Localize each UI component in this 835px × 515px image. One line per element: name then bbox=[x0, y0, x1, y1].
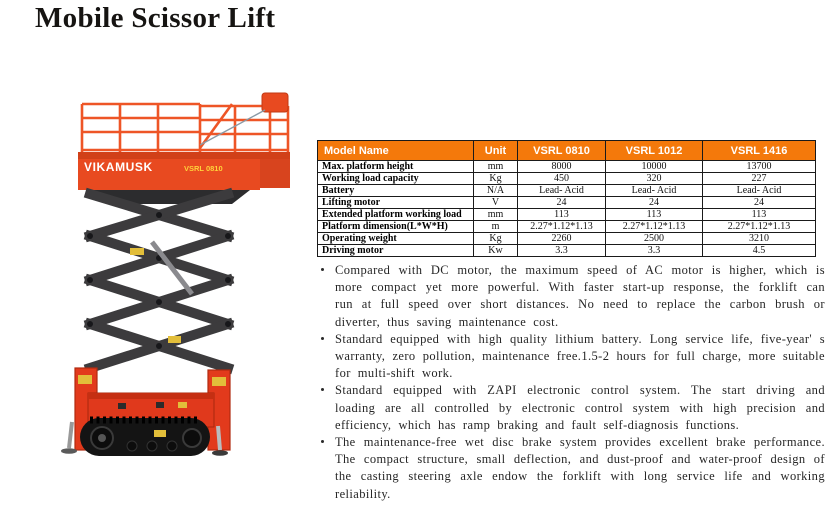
feature-list: Compared with DC motor, the maximum spee… bbox=[318, 262, 825, 503]
feature-text: Standard equipped with ZAPI electronic c… bbox=[335, 383, 825, 432]
spec-value: 2.27*1.12*1.13 bbox=[702, 220, 816, 233]
guardrail-cage bbox=[80, 102, 290, 152]
hydraulic-cylinder bbox=[150, 240, 194, 296]
spec-value: 8000 bbox=[517, 160, 606, 173]
col-header-model-name: Model Name bbox=[317, 140, 474, 161]
table-row: Driving motor Kw 3.3 3.3 4.5 bbox=[317, 244, 816, 257]
spec-name: Battery bbox=[317, 184, 474, 197]
spec-unit: Kg bbox=[473, 172, 518, 185]
spec-value: 13700 bbox=[702, 160, 816, 173]
spec-value: 113 bbox=[702, 208, 816, 221]
spec-unit: m bbox=[473, 220, 518, 233]
model-label: VSRL 0810 bbox=[184, 164, 223, 173]
col-header-vsrl-1416: VSRL 1416 bbox=[702, 140, 816, 161]
spec-name: Operating weight bbox=[317, 232, 474, 245]
spec-value: 3.3 bbox=[517, 244, 606, 257]
spec-unit: Kg bbox=[473, 232, 518, 245]
table-row: Operating weight Kg 2260 2500 3210 bbox=[317, 232, 816, 245]
control-box bbox=[261, 92, 289, 113]
brand-label: VIKAMUSK bbox=[84, 160, 153, 174]
spec-value: 3.3 bbox=[605, 244, 703, 257]
feature-text: The maintenance-free wet disc brake syst… bbox=[335, 435, 825, 501]
col-header-unit: Unit bbox=[473, 140, 518, 161]
spec-value: 24 bbox=[702, 196, 816, 209]
spec-value: 320 bbox=[605, 172, 703, 185]
list-item: Standard equipped with ZAPI electronic c… bbox=[318, 382, 825, 434]
spec-value: 227 bbox=[702, 172, 816, 185]
spec-name: Extended platform working load bbox=[317, 208, 474, 221]
spec-unit: N/A bbox=[473, 184, 518, 197]
spec-value: 24 bbox=[605, 196, 703, 209]
feature-text: Standard equipped with high quality lith… bbox=[335, 331, 825, 381]
table-row: Platform dimension(L*W*H) m 2.27*1.12*1.… bbox=[317, 220, 816, 233]
control-cable bbox=[199, 109, 266, 146]
spec-unit: Kw bbox=[473, 244, 518, 257]
spec-value: Lead- Acid bbox=[702, 184, 816, 197]
page-title: Mobile Scissor Lift bbox=[35, 2, 276, 34]
arm-sticker-2 bbox=[168, 336, 181, 343]
spec-value: 10000 bbox=[605, 160, 703, 173]
bullet-dot-icon bbox=[321, 388, 324, 392]
table-row: Battery N/A Lead- Acid Lead- Acid Lead- … bbox=[317, 184, 816, 197]
spec-name: Driving motor bbox=[317, 244, 474, 257]
scissor-lift-illustration: VIKAMUSK VSRL 0810 bbox=[61, 92, 290, 456]
spec-name: Platform dimension(L*W*H) bbox=[317, 220, 474, 233]
bullet-dot-icon bbox=[321, 440, 324, 444]
scissor-pivots bbox=[87, 212, 231, 349]
list-item: Compared with DC motor, the maximum spee… bbox=[318, 262, 825, 331]
arm-sticker bbox=[130, 248, 144, 255]
spec-value: Lead- Acid bbox=[605, 184, 703, 197]
list-item: The maintenance-free wet disc brake syst… bbox=[318, 434, 825, 503]
spec-value: 2260 bbox=[517, 232, 606, 245]
spec-unit: V bbox=[473, 196, 518, 209]
spec-value: 113 bbox=[517, 208, 606, 221]
spec-value: 4.5 bbox=[702, 244, 816, 257]
spec-name: Max. platform height bbox=[317, 160, 474, 173]
outrigger-legs bbox=[61, 421, 228, 456]
table-row: Extended platform working load mm 113 11… bbox=[317, 208, 816, 221]
spec-table-header-row: Model Name Unit VSRL 0810 VSRL 1012 VSRL… bbox=[317, 140, 816, 161]
table-row: Lifting motor V 24 24 24 bbox=[317, 196, 816, 209]
spec-value: 3210 bbox=[702, 232, 816, 245]
spec-value: 24 bbox=[517, 196, 606, 209]
col-header-vsrl-0810: VSRL 0810 bbox=[517, 140, 606, 161]
crawler-track bbox=[80, 416, 210, 456]
table-row: Working load capacity Kg 450 320 227 bbox=[317, 172, 816, 185]
feature-text: Compared with DC motor, the maximum spee… bbox=[335, 263, 825, 329]
spec-name: Lifting motor bbox=[317, 196, 474, 209]
spec-unit: mm bbox=[473, 160, 518, 173]
spec-name: Working load capacity bbox=[317, 172, 474, 185]
spec-value: 2.27*1.12*1.13 bbox=[605, 220, 703, 233]
spec-value: 2.27*1.12*1.13 bbox=[517, 220, 606, 233]
spec-value: 450 bbox=[517, 172, 606, 185]
col-header-vsrl-1012: VSRL 1012 bbox=[605, 140, 703, 161]
table-row: Max. platform height mm 8000 10000 13700 bbox=[317, 160, 816, 173]
scissor-arms bbox=[83, 187, 235, 375]
scissor-lift-photo: VIKAMUSK VSRL 0810 bbox=[60, 90, 300, 470]
spec-unit: mm bbox=[473, 208, 518, 221]
spec-value: 113 bbox=[605, 208, 703, 221]
list-item: Standard equipped with high quality lith… bbox=[318, 331, 825, 383]
bullet-dot-icon bbox=[321, 336, 324, 340]
spec-value: Lead- Acid bbox=[517, 184, 606, 197]
spec-table: Model Name Unit VSRL 0810 VSRL 1012 VSRL… bbox=[317, 140, 816, 257]
spec-value: 2500 bbox=[605, 232, 703, 245]
bullet-dot-icon bbox=[321, 268, 324, 271]
